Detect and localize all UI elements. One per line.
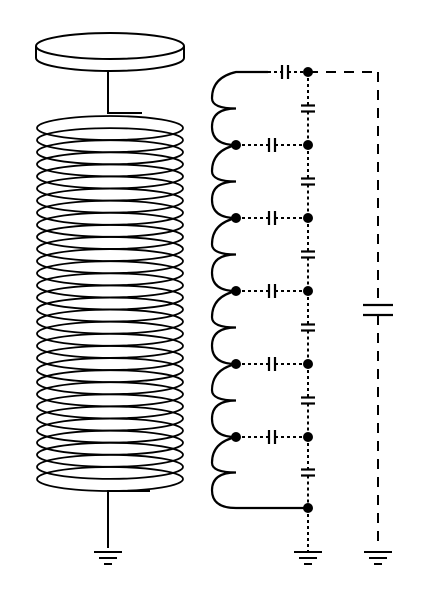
ground-icon	[364, 551, 392, 565]
ground-icon	[294, 551, 322, 565]
toroid-disc-icon	[35, 32, 185, 72]
junction-dot	[231, 359, 241, 369]
capacitor-icon	[236, 284, 308, 298]
coil-turn	[36, 453, 184, 480]
junction-dot	[231, 213, 241, 223]
top-lead-wire	[107, 71, 142, 114]
capacitor-icon	[236, 430, 308, 444]
capacitor-icon	[262, 65, 308, 79]
capacitor-icon	[301, 291, 315, 364]
bottom-lead-wire	[107, 490, 150, 548]
top-load-capacitor-icon	[363, 72, 393, 548]
capacitor-icon	[301, 145, 315, 218]
junction-dot	[231, 140, 241, 150]
capacitor-icon	[301, 72, 315, 145]
capacitor-icon	[236, 211, 308, 225]
capacitor-icon	[236, 138, 308, 152]
junction-dot	[231, 286, 241, 296]
capacitor-icon	[301, 364, 315, 437]
junction-dot	[231, 432, 241, 442]
ground-icon	[94, 551, 122, 565]
solenoid-coil-icon	[36, 115, 184, 492]
tesla-coil-drawing	[35, 32, 185, 565]
capacitor-icon	[301, 218, 315, 291]
equivalent-circuit	[210, 65, 393, 565]
capacitor-icon	[236, 357, 308, 371]
capacitor-icon	[301, 437, 315, 508]
